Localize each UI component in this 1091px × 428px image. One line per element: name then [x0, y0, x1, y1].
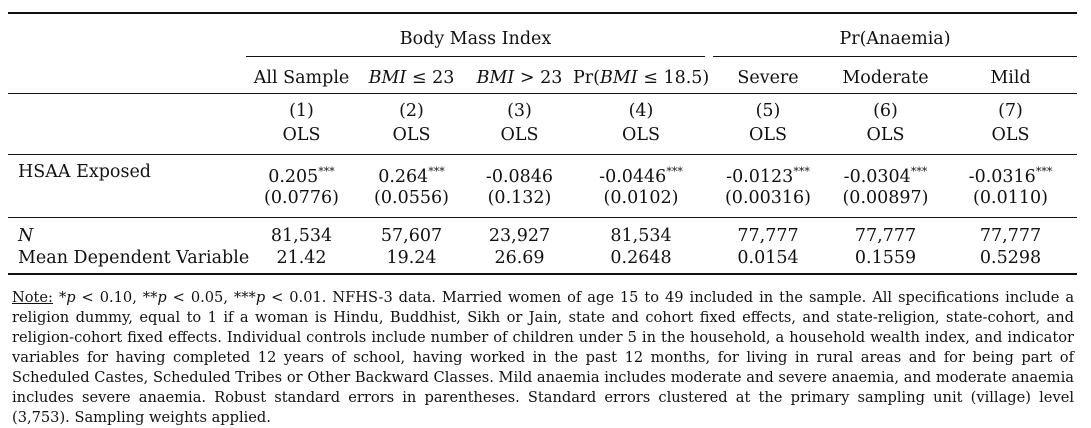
- method-label: OLS: [282, 124, 321, 145]
- note-body: NFHS-3 data. Married women of age 15 to …: [12, 289, 1075, 426]
- hsaa-coef-row: HSAA Exposed 0.205*** 0.264*** -0.0846 -…: [8, 154, 1077, 187]
- method-label: OLS: [622, 124, 660, 145]
- mean-cell: 0.0154: [737, 248, 799, 269]
- column-number: (3): [507, 100, 532, 121]
- n-cell: 81,534: [270, 226, 333, 247]
- se-cell: (0.0110): [973, 188, 1048, 209]
- column-number: (6): [873, 100, 898, 121]
- coef-cell: 0.264***: [378, 164, 445, 187]
- coef-cell: -0.0123***: [726, 164, 810, 187]
- group-header-anaemia: Pr(Anaemia): [705, 28, 1077, 57]
- row-label-mean-dependent-variable: Mean Dependent Variable: [18, 248, 250, 269]
- se-cell: (0.00897): [842, 188, 929, 209]
- coef-cell: -0.0446***: [599, 164, 683, 187]
- se-cell: (0.0776): [264, 188, 339, 209]
- column-number: (7): [998, 100, 1023, 121]
- mean-cell: 19.24: [386, 248, 437, 269]
- column-number: (5): [755, 100, 781, 121]
- regression-table: Body Mass Index Pr(Anaemia) All Sample B…: [8, 12, 1077, 277]
- subhead-pr-bmi-le-18-5: Pr(BMI ≤ 18.5): [573, 68, 710, 88]
- subhead-row: All Sample BMI ≤ 23 BMI > 23 Pr(BMI ≤ 18…: [8, 57, 1077, 94]
- se-cell: (0.0102): [603, 188, 679, 209]
- mean-cell: 0.5298: [979, 248, 1042, 269]
- n-cell: 57,607: [380, 226, 443, 247]
- method-label: OLS: [392, 124, 431, 145]
- se-cell: (0.132): [487, 188, 552, 209]
- n-cell: 77,777: [979, 226, 1042, 247]
- group-header-row: [8, 13, 1077, 28]
- mean-row: Mean Dependent Variable 21.42 19.24 26.6…: [8, 247, 1077, 274]
- mean-cell: 21.42: [276, 248, 327, 269]
- method-label: OLS: [991, 124, 1030, 145]
- bottom-rule: [8, 274, 1077, 277]
- column-number: (2): [399, 100, 424, 121]
- note-heading: Note:: [12, 289, 53, 306]
- subhead-bmi-le-23: BMI ≤ 23: [368, 68, 455, 88]
- coef-cell: -0.0316***: [968, 164, 1053, 187]
- method-row: OLS OLS OLS OLS OLS OLS OLS: [8, 124, 1077, 155]
- n-cell: 81,534: [610, 226, 672, 247]
- n-cell: 77,777: [737, 226, 799, 247]
- se-cell: (0.0556): [374, 188, 449, 209]
- group-header-bmi: Body Mass Index: [246, 28, 709, 57]
- group-header-labels: Body Mass Index Pr(Anaemia): [8, 28, 1077, 57]
- row-label-hsaa-exposed: HSAA Exposed: [18, 161, 152, 182]
- regression-table-container: Body Mass Index Pr(Anaemia) All Sample B…: [8, 12, 1077, 277]
- hsaa-se-row: (0.0776) (0.0556) (0.132) (0.0102) (0.00…: [8, 187, 1077, 218]
- n-cell: 23,927: [488, 226, 551, 247]
- subhead-bmi-gt-23: BMI > 23: [476, 68, 563, 88]
- mean-cell: 0.1559: [854, 248, 917, 269]
- method-label: OLS: [866, 124, 905, 145]
- mean-cell: 0.2648: [610, 248, 672, 269]
- n-row: N 81,534 57,607 23,927 81,534 77,777 77,…: [8, 217, 1077, 248]
- method-label: OLS: [500, 124, 539, 145]
- subhead-mild: Mild: [990, 68, 1031, 88]
- se-cell: (0.00316): [724, 188, 812, 209]
- mean-cell: 26.69: [494, 248, 545, 269]
- coef-cell: 0.205***: [268, 164, 335, 187]
- column-number: (1): [289, 100, 314, 121]
- n-cell: 77,777: [854, 226, 917, 247]
- subhead-severe: Severe: [737, 68, 799, 88]
- coef-cell: -0.0846: [485, 166, 554, 187]
- column-number: (4): [628, 100, 654, 121]
- coef-cell: -0.0304***: [843, 164, 928, 187]
- subhead-moderate: Moderate: [842, 68, 929, 88]
- column-number-row: (1) (2) (3) (4) (5) (6) (7): [8, 93, 1077, 124]
- row-label-n: N: [18, 226, 34, 247]
- table-note: Note: *p < 0.10, **p < 0.05, ***p < 0.01…: [12, 289, 1075, 426]
- subhead-all-sample: All Sample: [253, 68, 350, 88]
- method-label: OLS: [749, 124, 787, 145]
